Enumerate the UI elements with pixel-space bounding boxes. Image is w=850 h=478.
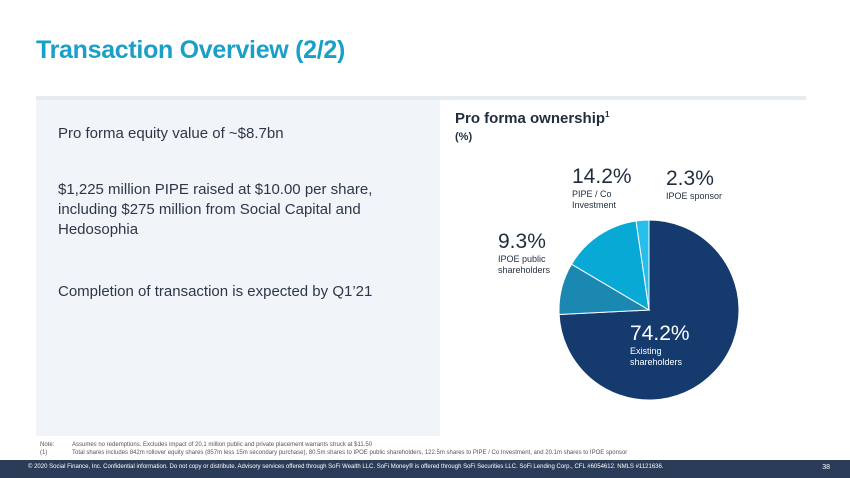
slice-name-pipe: PIPE / Co Investment — [572, 189, 617, 210]
note-text: Assumes no redemptions. Excludes impact … — [72, 442, 373, 448]
pie-slice-ipoe-sponsor — [635, 219, 650, 311]
bullet-equity-value: Pro forma equity value of ~$8.7bn — [58, 125, 284, 142]
slice-value-existing: 74.2% — [630, 322, 690, 345]
chart-subtitle: (%) — [455, 131, 473, 143]
slice-name-ipoe-public: IPOE public shareholders — [498, 254, 551, 275]
footnotes: Note: Assumes no redemptions. Excludes im… — [40, 441, 627, 457]
note-line: Note: Assumes no redemptions. Excludes im… — [40, 441, 627, 449]
slice-label-sponsor: 2.3% IPOE sponsor — [666, 167, 746, 202]
title-divider — [36, 96, 806, 100]
page-number: 38 — [822, 464, 830, 471]
slice-name-existing: Existing shareholders — [630, 346, 683, 367]
bullet-pipe: $1,225 million PIPE raised at $10.00 per… — [58, 181, 373, 238]
note-key: Note: — [40, 442, 55, 448]
slice-value-ipoe-public: 9.3% — [498, 230, 546, 253]
chart-title: Pro forma ownership1 — [455, 110, 609, 127]
slice-label-pipe: 14.2% PIPE / Co Investment — [572, 165, 652, 211]
chart-title-footnote: 1 — [605, 110, 610, 119]
summary-panel — [36, 100, 440, 436]
footnote-1-key: (1) — [40, 450, 48, 456]
slice-name-sponsor: IPOE sponsor — [666, 191, 723, 201]
bullet-completion: Completion of transaction is expected by… — [58, 283, 373, 300]
footnote-1-text: Total shares includes 842m rollover equi… — [72, 450, 628, 456]
footnote-1: (1) Total shares includes 842m rollover e… — [40, 449, 627, 457]
ownership-pie-chart — [558, 219, 740, 401]
slice-value-pipe: 14.2% — [572, 165, 632, 188]
pie-slice-pipe-co-investment — [570, 220, 650, 311]
footer-bar: © 2020 Social Finance, Inc. Confidential… — [0, 460, 850, 478]
slice-label-existing: 74.2% Existing shareholders — [630, 322, 710, 368]
chart-title-text: Pro forma ownership — [455, 110, 606, 127]
slice-label-ipoe-public: 9.3% IPOE public shareholders — [498, 230, 578, 276]
footer-legal-text: © 2020 Social Finance, Inc. Confidential… — [28, 464, 664, 470]
page-title: Transaction Overview (2/2) — [36, 36, 345, 64]
slice-value-sponsor: 2.3% — [666, 167, 714, 190]
